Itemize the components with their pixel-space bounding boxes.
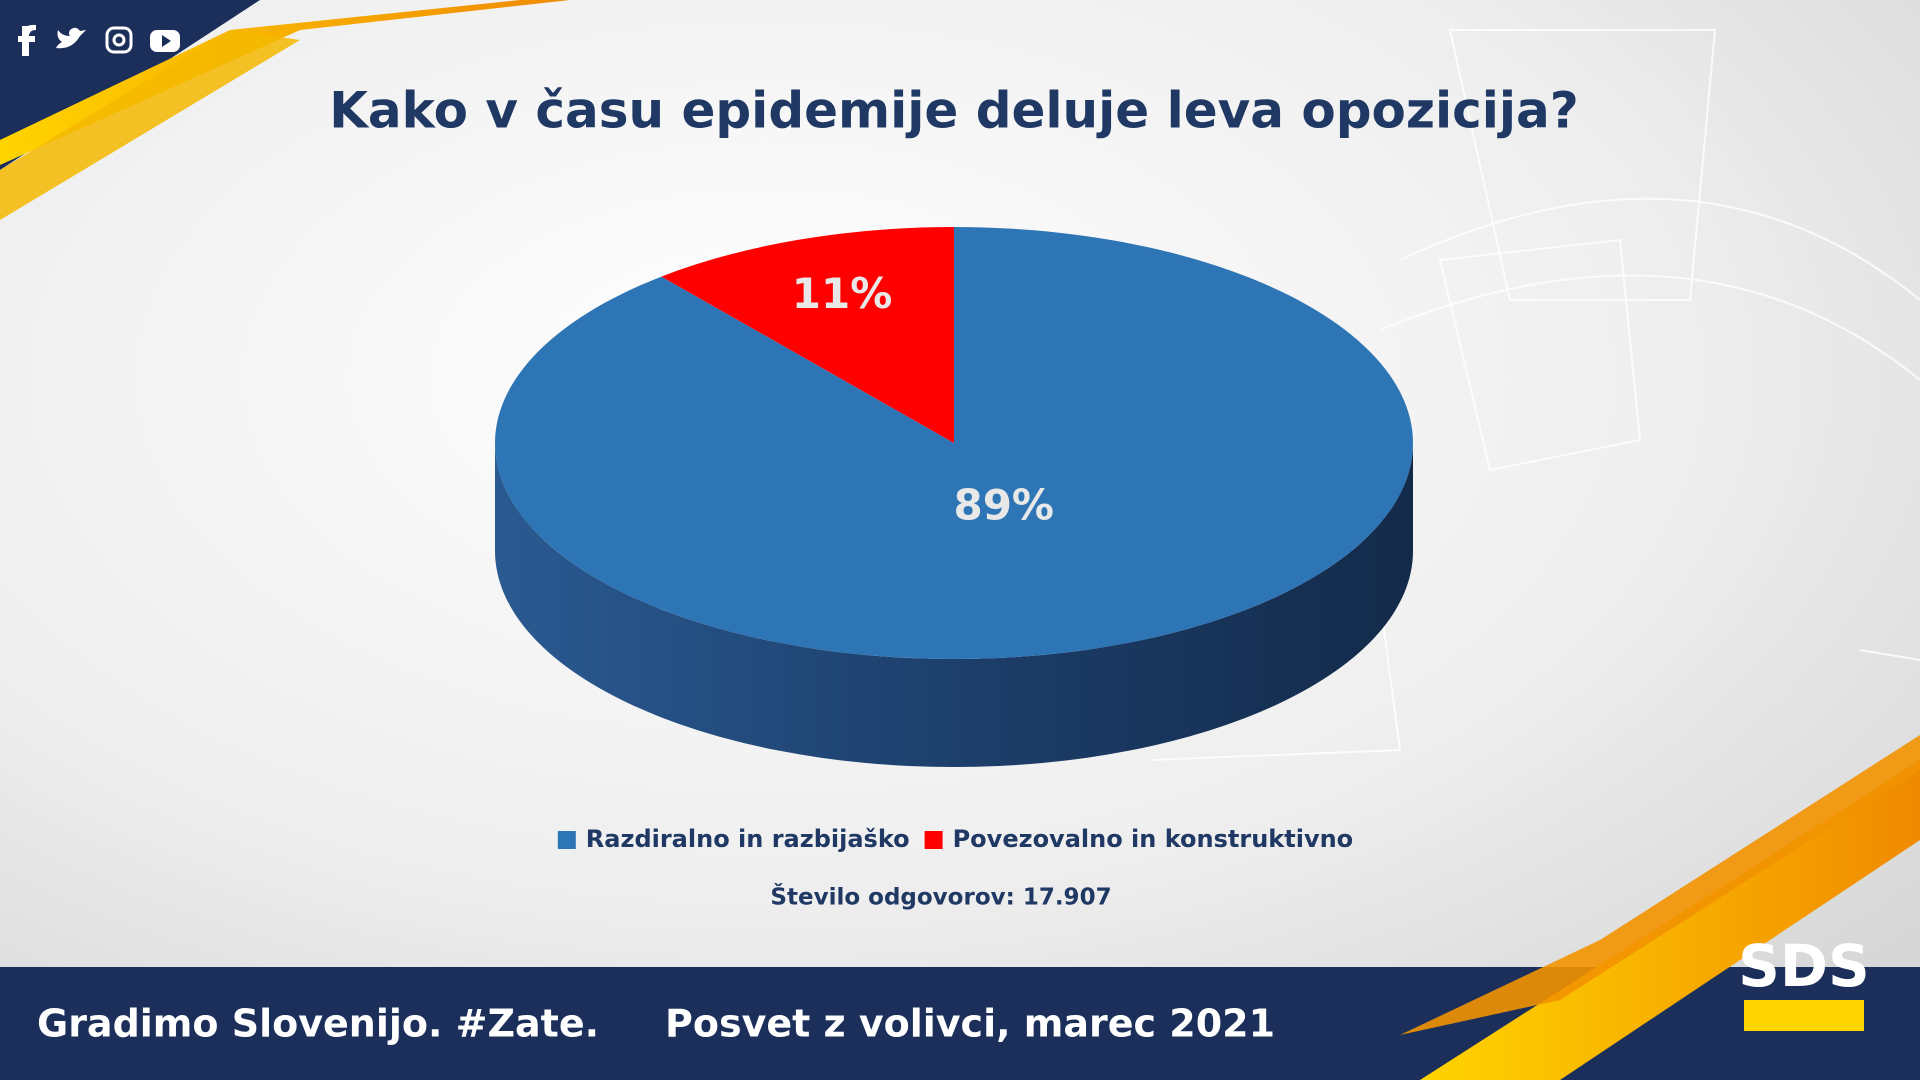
data-label: 11% [792, 269, 893, 318]
footer-left: Gradimo Slovenijo. #Zate. [37, 1002, 599, 1046]
corner-stripe [0, 30, 300, 220]
legend-swatch [924, 831, 943, 849]
chart-title: Kako v času epidemije deluje leva opozic… [329, 82, 1579, 140]
social-icons [18, 24, 180, 56]
data-label: 89% [953, 481, 1054, 530]
footer-right: Posvet z volivci, marec 2021 [665, 1002, 1275, 1046]
logo: SDS [1738, 932, 1870, 1000]
pie-slice [661, 227, 954, 443]
legend-label: Povezovalno in konstruktivno [953, 825, 1354, 853]
logo-bar [1744, 1000, 1864, 1031]
legend: Razdiralno in razbijaško Povezovalno in k… [557, 825, 1354, 853]
note: Število odgovorov: 17.907 [770, 883, 1111, 911]
pie: 89% 11% [495, 227, 1413, 767]
corner-stripe [0, 0, 570, 165]
pie-side [495, 443, 1413, 767]
legend-swatch [557, 831, 576, 849]
decor-arcs [1149, 29, 1920, 761]
legend-label: Razdiralno in razbijaško [586, 825, 910, 853]
